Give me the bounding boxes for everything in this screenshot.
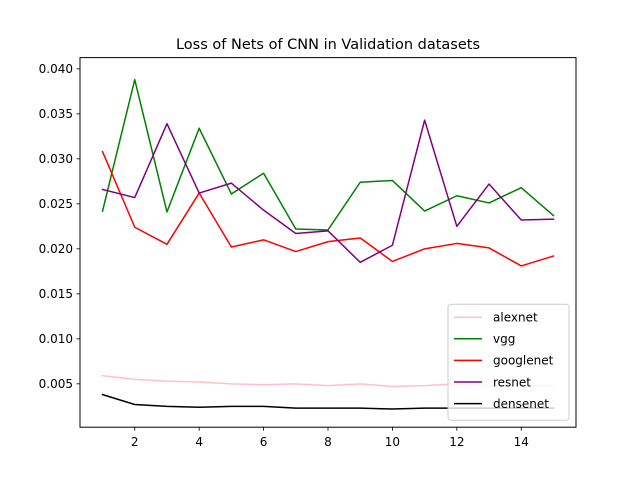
y-tick-label: 0.025 — [39, 197, 73, 211]
legend-label-vgg: vgg — [493, 332, 515, 346]
legend-box — [447, 303, 570, 421]
x-tick-label: 14 — [514, 435, 529, 449]
x-tick-label: 8 — [324, 435, 332, 449]
series-line-googlenet — [101, 150, 555, 267]
y-tick-label: 0.020 — [39, 242, 73, 256]
x-axis: 2 4 6 8 10 12 14 — [131, 427, 529, 449]
y-axis: 0.005 0.010 0.015 0.020 0.025 0.030 0.035 0.040 — [39, 62, 80, 391]
x-tick-label: 4 — [195, 435, 203, 449]
legend-label-googlenet: googlenet — [493, 354, 554, 368]
y-tick-label: 0.005 — [39, 377, 73, 391]
chart-title: Loss of Nets of CNN in Validation datase… — [176, 37, 480, 53]
legend: alexnet vgg googlenet resnet densenet — [447, 303, 570, 421]
y-tick-label: 0.040 — [39, 62, 73, 76]
series-line-vgg — [101, 78, 555, 231]
series-line-resnet — [101, 119, 555, 264]
x-tick-label: 10 — [385, 435, 400, 449]
y-tick-label: 0.015 — [39, 287, 73, 301]
legend-label-alexnet: alexnet — [493, 311, 538, 325]
legend-label-resnet: resnet — [493, 375, 531, 389]
x-tick-label: 2 — [131, 435, 139, 449]
x-tick-label: 6 — [260, 435, 268, 449]
x-tick-label: 12 — [449, 435, 464, 449]
y-tick-label: 0.035 — [39, 107, 73, 121]
legend-label-densenet: densenet — [493, 397, 549, 411]
y-tick-label: 0.030 — [39, 152, 73, 166]
y-tick-label: 0.010 — [39, 332, 73, 346]
